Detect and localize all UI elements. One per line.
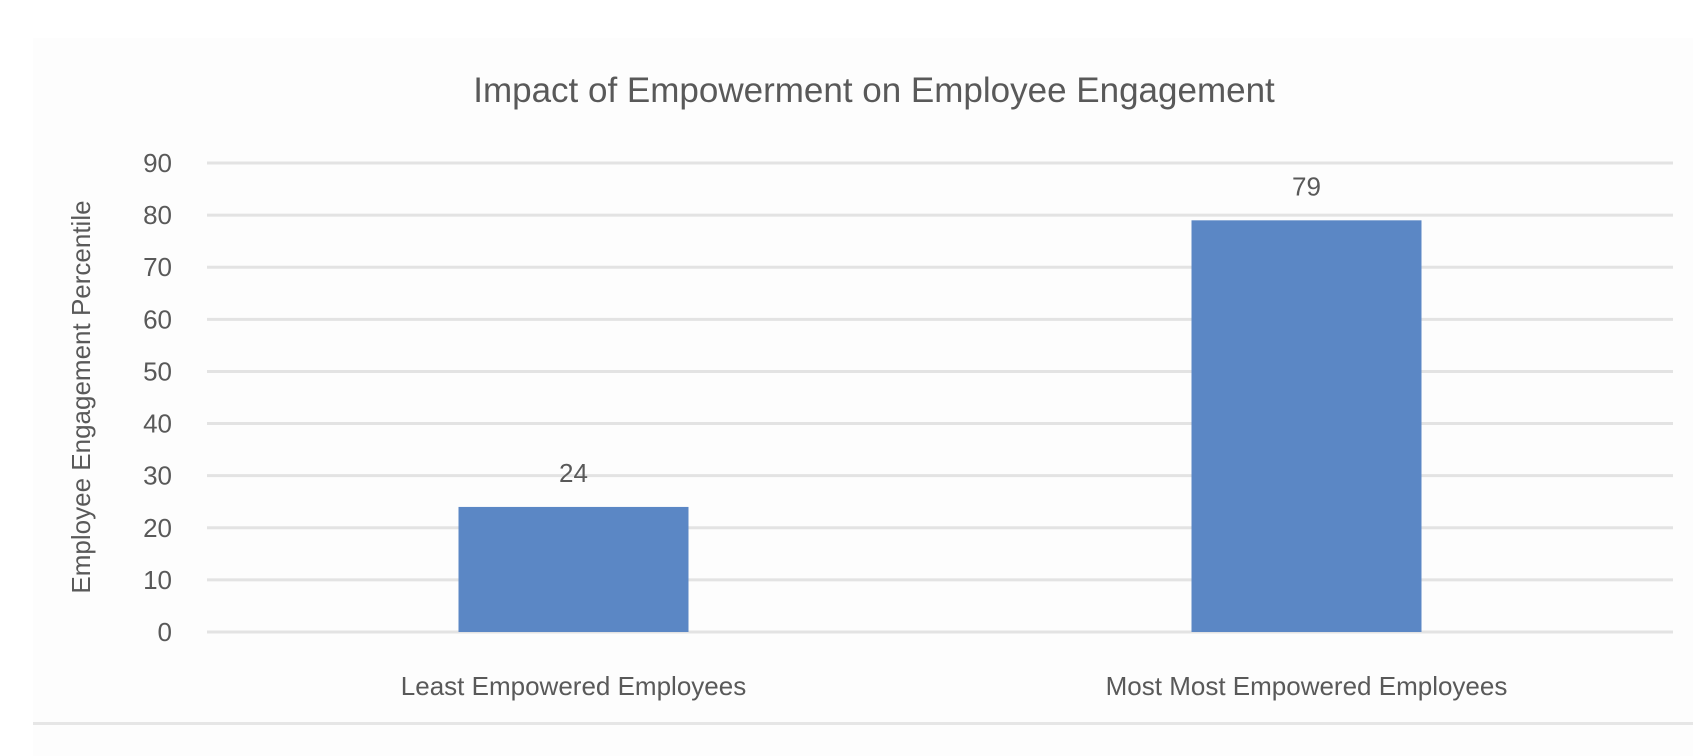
y-tick-label: 0 (158, 617, 172, 647)
y-tick-label: 30 (143, 461, 172, 491)
divider (33, 722, 1693, 725)
y-tick-label: 70 (143, 252, 172, 282)
y-tick-label: 50 (143, 356, 172, 386)
x-tick-label: Most Most Empowered Employees (1106, 671, 1508, 701)
y-tick-label: 20 (143, 513, 172, 543)
data-label: 79 (1292, 171, 1321, 201)
chart-title: Impact of Empowerment on Employee Engage… (473, 71, 1275, 110)
bar (458, 506, 689, 632)
y-tick-label: 10 (143, 565, 172, 595)
y-tick-label: 90 (143, 148, 172, 178)
y-tick-label: 60 (143, 304, 172, 334)
y-tick-label: 40 (143, 409, 172, 439)
y-axis-label: Employee Engagement Percentile (66, 200, 96, 593)
x-tick-label: Least Empowered Employees (401, 671, 746, 701)
data-label: 24 (559, 458, 588, 488)
bar (1191, 220, 1422, 633)
y-tick-label: 80 (143, 200, 172, 230)
